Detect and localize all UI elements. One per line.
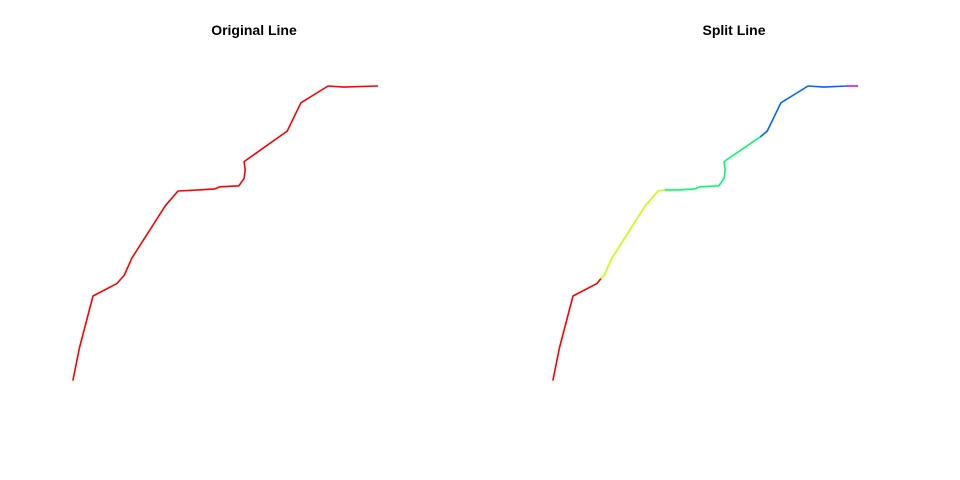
- line-series-1-2: [664, 135, 762, 191]
- panel-title-split: Split Line: [703, 22, 766, 38]
- line-series-0-0: [72, 85, 379, 381]
- line-series-1-3: [760, 85, 848, 138]
- plot-area-original: [72, 85, 379, 381]
- panel-original-line: Original Line: [72, 22, 379, 381]
- plot-area-split: [552, 85, 859, 381]
- panel-title-original: Original Line: [211, 22, 297, 38]
- line-series-1-1: [600, 189, 667, 279]
- line-series-1-0: [552, 277, 603, 381]
- panel-split-line: Split Line: [552, 22, 859, 381]
